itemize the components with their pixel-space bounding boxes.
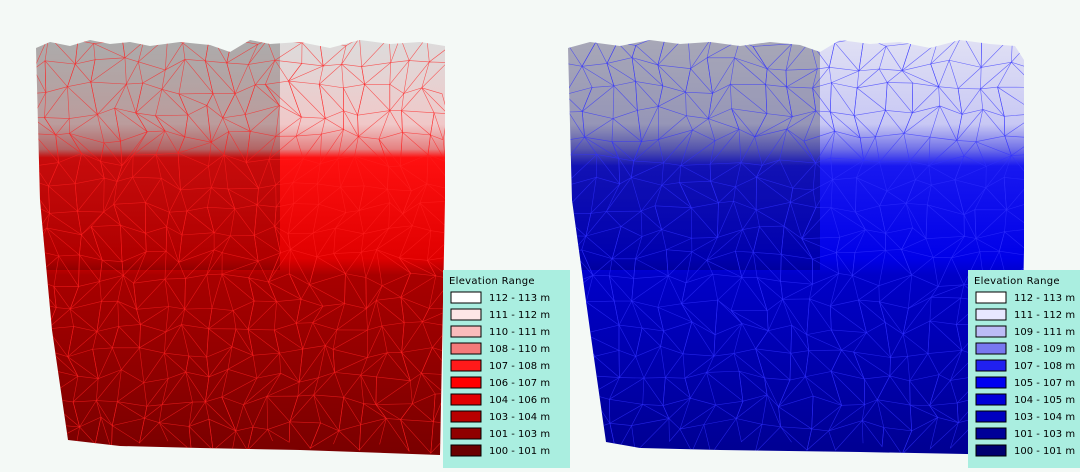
terrain-blue [558, 33, 1038, 460]
legend-label: 107 - 108 m [489, 361, 550, 372]
legend-swatch [451, 428, 481, 439]
legend-swatch [976, 309, 1006, 320]
legend-label: 101 - 103 m [1014, 429, 1075, 440]
legend-swatch [451, 343, 481, 354]
legend-swatch [451, 292, 481, 303]
legend-label: 111 - 112 m [1014, 310, 1075, 321]
legend-swatch [976, 292, 1006, 303]
legend: Elevation Range 112 - 113 m 111 - 112 m 110… [443, 270, 570, 468]
legend-swatch [451, 411, 481, 422]
terrain-red [22, 34, 458, 460]
legend-swatch [451, 326, 481, 337]
legend-label: 107 - 108 m [1014, 361, 1075, 372]
legend-swatch [976, 428, 1006, 439]
legend-label: 105 - 107 m [1014, 378, 1075, 389]
legend-label: 108 - 109 m [1014, 344, 1075, 355]
legend-label: 100 - 101 m [1014, 446, 1075, 457]
legend-label: 103 - 104 m [489, 412, 550, 423]
legend-swatch [451, 377, 481, 388]
legend-swatch [976, 343, 1006, 354]
legend-label: 108 - 110 m [489, 344, 550, 355]
legend-swatch [976, 326, 1006, 337]
legend-label: 104 - 106 m [489, 395, 550, 406]
legend-label: 100 - 101 m [489, 446, 550, 457]
legend-swatch [451, 445, 481, 456]
scene: Elevation Range 112 - 113 m 111 - 112 m 110… [0, 0, 1080, 472]
legend-label: 104 - 105 m [1014, 395, 1075, 406]
legend-swatch [976, 360, 1006, 371]
legend-label: 103 - 104 m [1014, 412, 1075, 423]
legend-label: 111 - 112 m [489, 310, 550, 321]
legend-swatch [451, 360, 481, 371]
legend: Elevation Range 112 - 113 m 111 - 112 m 109… [968, 270, 1080, 468]
legend-label: 110 - 111 m [489, 327, 550, 338]
legend-swatch [451, 394, 481, 405]
legend-swatch [976, 445, 1006, 456]
legend-title: Elevation Range [449, 276, 535, 287]
legend-label: 112 - 113 m [489, 293, 550, 304]
legend-title: Elevation Range [974, 276, 1060, 287]
legend-label: 106 - 107 m [489, 378, 550, 389]
legend-swatch [976, 377, 1006, 388]
page: Elevation Range 112 - 113 m 111 - 112 m 110… [0, 0, 1080, 472]
legend-label: 109 - 111 m [1014, 327, 1075, 338]
legend-swatch [976, 394, 1006, 405]
legend-label: 112 - 113 m [1014, 293, 1075, 304]
legend-label: 101 - 103 m [489, 429, 550, 440]
legend-swatch [451, 309, 481, 320]
legend-swatch [976, 411, 1006, 422]
